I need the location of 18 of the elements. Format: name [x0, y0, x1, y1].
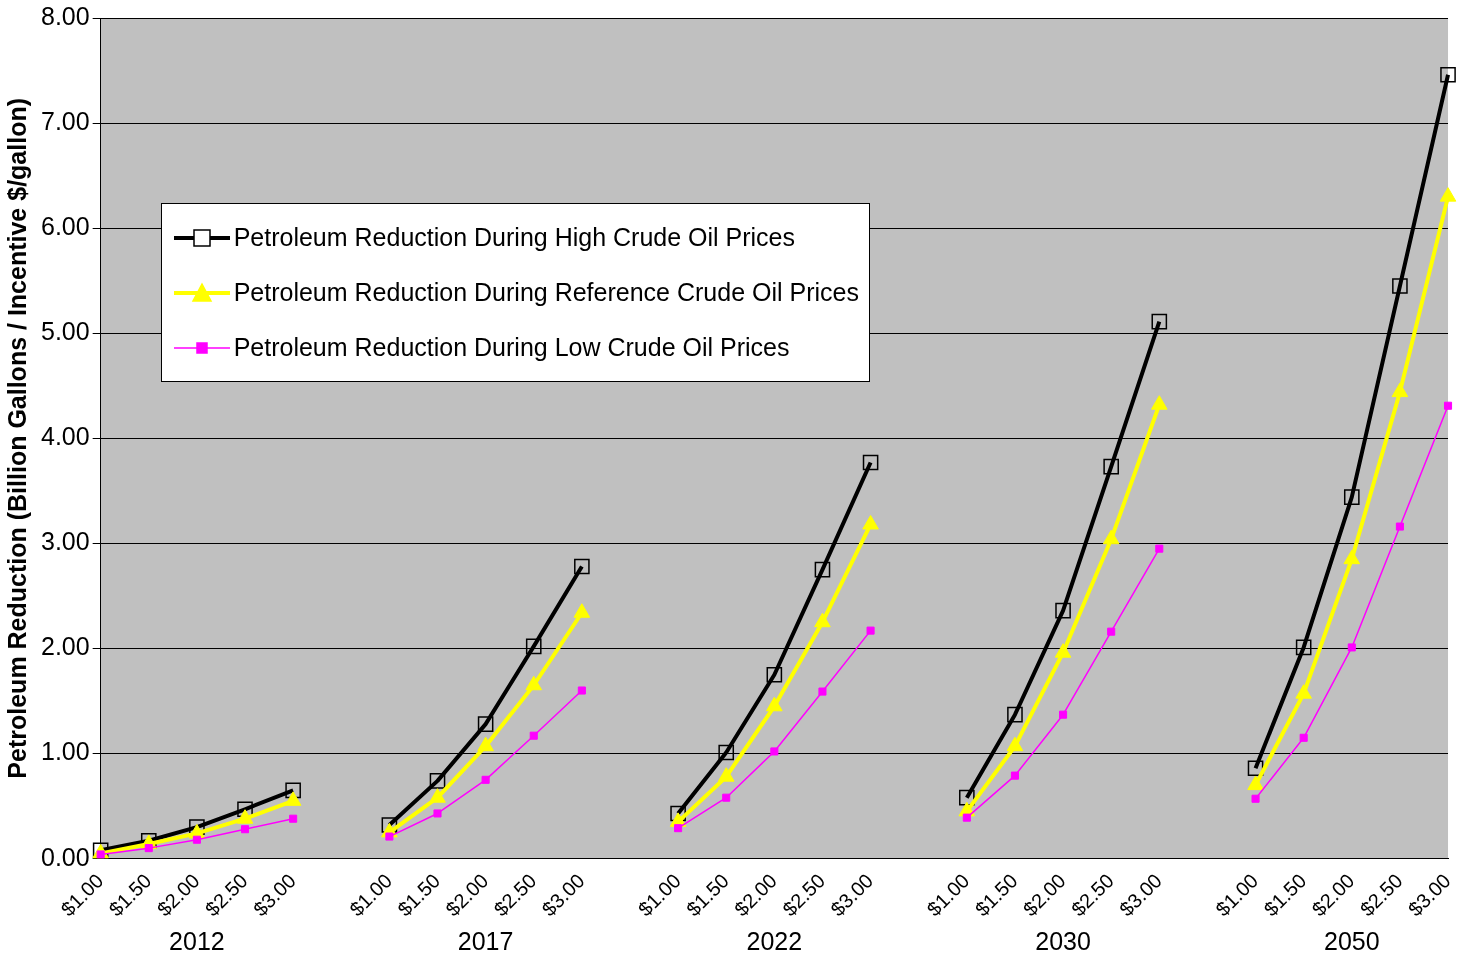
y-tick-label: 2.00 — [40, 632, 90, 661]
y-tick-label: 8.00 — [40, 1, 90, 30]
legend-label: Petroleum Reduction During High Crude Oil Prices — [233, 223, 796, 252]
y-tick-label: 4.00 — [40, 422, 90, 451]
y-tick-label: 6.00 — [40, 212, 90, 241]
text: 2012 — [169, 927, 225, 955]
y-tick-label: 3.00 — [40, 527, 90, 556]
text: 2022 — [746, 927, 803, 955]
y-tick-label: 5.00 — [40, 317, 90, 346]
y-tick-label: 7.00 — [40, 106, 90, 135]
legend-label: Petroleum Reduction During Low Crude Oil Prices — [233, 333, 790, 362]
text: 2050 — [1323, 927, 1380, 955]
y-tick-label: 1.00 — [40, 737, 90, 766]
y-axis-title: Petroleum Reduction (Billion Gallons / Incentive $/gallon) — [2, 98, 31, 779]
text: 2030 — [1035, 927, 1091, 955]
legend-label: Petroleum Reduction During Reference Crude Oil Prices — [233, 278, 859, 307]
y-tick-label: 0.00 — [40, 842, 90, 871]
text: 2017 — [457, 927, 514, 955]
